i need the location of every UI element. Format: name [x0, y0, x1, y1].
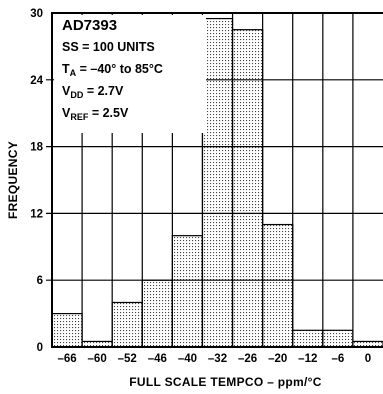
x-tick-label: –46: [148, 353, 167, 365]
histogram-bar: [141, 279, 173, 348]
x-tick-label: 0: [365, 353, 371, 365]
legend-background: [54, 15, 206, 133]
x-tick-label: –6: [331, 353, 344, 365]
bars-group: [51, 17, 383, 348]
x-axis-title: FULL SCALE TEMPCO – ppm/°C: [129, 375, 321, 389]
y-tick-labels: 0 6 12 18 24 30: [30, 8, 43, 354]
y-tick-label: 6: [37, 275, 43, 287]
histogram-bar: [231, 29, 264, 348]
plot-frame: [51, 12, 383, 348]
x-tick-label: –32: [208, 353, 227, 365]
y-axis-title: FREQUENCY: [6, 141, 20, 219]
histogram-bar: [111, 301, 143, 348]
y-tick-label: 30: [30, 8, 43, 20]
x-tick-label: –40: [178, 353, 197, 365]
histogram-bar: [201, 17, 234, 348]
legend-box: AD7393 SS = 100 UNITS TA = –40° to 85°C VD…: [54, 15, 206, 133]
histogram-bar: [262, 223, 294, 348]
histogram-bar: [171, 235, 204, 348]
x-tick-label: –20: [268, 353, 287, 365]
legend-line: TA = –40° to 85°C: [62, 62, 163, 78]
y-tick-label: 0: [37, 342, 43, 354]
legend-line: VREF = 2.5V: [62, 106, 129, 122]
histogram-bar: [322, 329, 354, 348]
x-tick-label: –60: [88, 353, 107, 365]
x-tick-label: –52: [118, 353, 137, 365]
x-tick-label: –12: [298, 353, 317, 365]
x-tick-label: –66: [57, 353, 76, 365]
legend-line: VDD = 2.7V: [62, 84, 124, 100]
x-tick-label: –26: [238, 353, 257, 365]
legend-lines: SS = 100 UNITS TA = –40° to 85°C VDD = 2.7…: [62, 40, 163, 122]
legend-line: SS = 100 UNITS: [62, 40, 155, 54]
histogram-bar: [292, 329, 324, 348]
y-tick-label: 18: [30, 142, 43, 154]
histogram-bar: [51, 313, 83, 348]
y-tick-label: 24: [30, 75, 43, 87]
legend-title: AD7393: [62, 17, 117, 34]
y-tick-label: 12: [30, 208, 43, 220]
x-tick-labels: –66 –60 –52 –46 –40 –32 –26 –20 –12 –6 0: [57, 353, 371, 365]
